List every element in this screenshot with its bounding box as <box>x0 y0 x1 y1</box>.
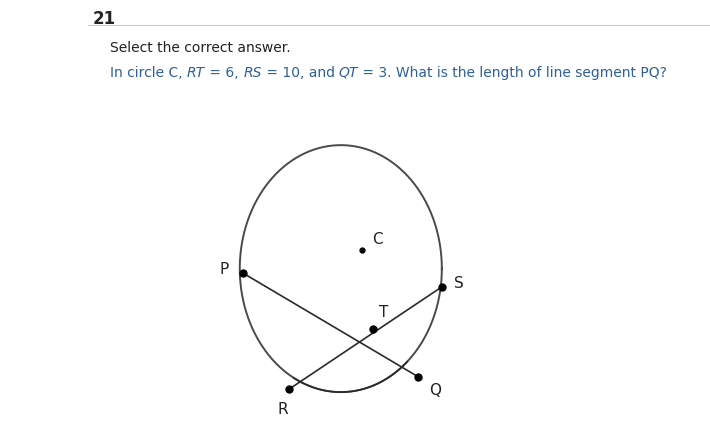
Text: T: T <box>378 304 388 319</box>
Text: Q: Q <box>430 382 441 397</box>
Text: RT: RT <box>187 66 205 80</box>
Text: = 6,: = 6, <box>205 66 243 80</box>
Text: C: C <box>371 232 382 246</box>
Text: P: P <box>219 261 229 276</box>
Text: S: S <box>454 276 464 291</box>
Text: = 3. What is the length of line segment PQ?: = 3. What is the length of line segment … <box>359 66 667 80</box>
Text: RS: RS <box>243 66 261 80</box>
Text: = 10, and: = 10, and <box>261 66 339 80</box>
Text: QT: QT <box>339 66 359 80</box>
Text: 21: 21 <box>93 10 116 28</box>
Text: R: R <box>278 401 288 415</box>
Text: In circle C,: In circle C, <box>110 66 187 80</box>
Text: Select the correct answer.: Select the correct answer. <box>110 41 290 55</box>
